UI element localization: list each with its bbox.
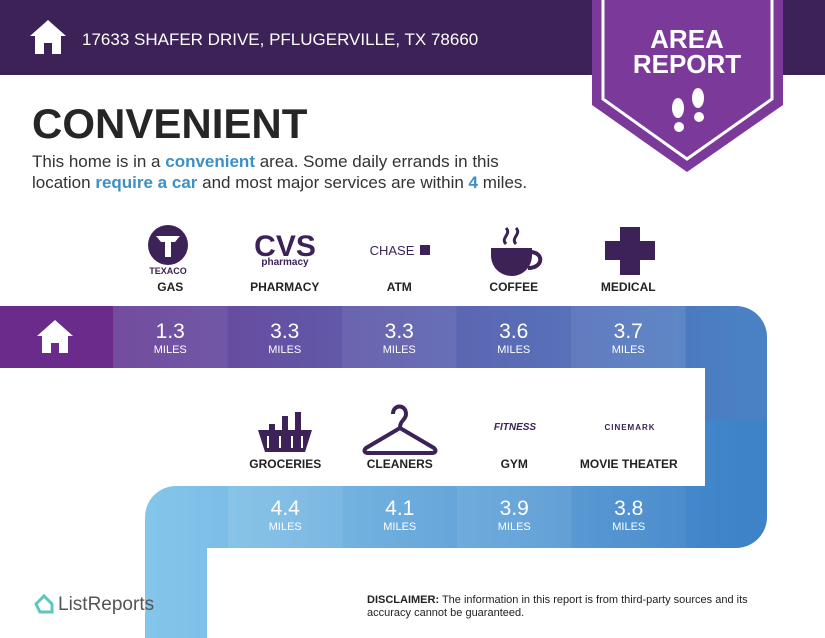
category-label: MEDICAL: [601, 280, 656, 294]
description-line: This home is in a convenient area. Some …: [32, 152, 499, 171]
texaco-logo: TEXACO: [148, 225, 188, 276]
category-label: ATM: [387, 280, 412, 294]
distance-value: 3.6: [499, 320, 528, 343]
badge: [592, 0, 783, 172]
description-segment: 4: [469, 173, 479, 192]
description-segment: and most major services are within: [197, 173, 468, 192]
home-icon: [30, 20, 66, 54]
description-segment: location: [32, 173, 95, 192]
footprints: [672, 88, 704, 132]
distance-unit: MILES: [268, 344, 301, 356]
distance-cell: [113, 306, 228, 368]
medical-icon: [605, 227, 655, 275]
brand-text: CHASE: [370, 243, 415, 258]
distance-unit: MILES: [383, 521, 416, 533]
distance-cell: [457, 486, 572, 548]
route-band: [145, 420, 767, 638]
distance-value: 3.7: [614, 320, 643, 343]
category-label: MOVIE THEATER: [580, 457, 678, 471]
description-segment: miles.: [478, 173, 527, 192]
disclaimer-label: DISCLAIMER:: [367, 594, 439, 606]
distance-unit: MILES: [498, 521, 531, 533]
category-label: GYM: [501, 457, 528, 471]
distance-value: 3.9: [500, 497, 529, 520]
logo-mark: [34, 593, 54, 614]
distance-unit: MILES: [612, 344, 645, 356]
distance-unit: MILES: [612, 521, 645, 533]
distance-value: 1.3: [156, 320, 185, 343]
route-band: [0, 306, 767, 440]
distance-value: 4.1: [385, 497, 414, 520]
badge-line: AREA: [650, 24, 724, 54]
distance-cell: [227, 306, 342, 368]
category-label: COFFEE: [489, 280, 538, 294]
distance-value: 4.4: [271, 497, 301, 520]
disclaimer: DISCLAIMER: The information in this repo…: [367, 594, 748, 606]
disclaimer-text: The information in this report is from t…: [439, 594, 748, 606]
distance-cell: [342, 306, 457, 368]
brand-text: CVS: [254, 230, 316, 263]
category-label: GAS: [157, 280, 183, 294]
headline: CONVENIENT: [32, 100, 308, 147]
distance-unit: MILES: [154, 344, 187, 356]
address: 17633 SHAFER DRIVE, PFLUGERVILLE, TX 786…: [82, 30, 478, 49]
distance-unit: MILES: [497, 344, 530, 356]
distance-unit: MILES: [383, 344, 416, 356]
distance-value: 3.8: [614, 497, 643, 520]
brand-text: FITNESS: [494, 422, 537, 433]
distance-cell: [342, 486, 457, 548]
description-segment: This home is in a: [32, 152, 165, 171]
distance-cell: [228, 486, 343, 548]
badge-border: [601, 0, 774, 161]
distance-cell: [571, 306, 686, 368]
description-segment: convenient: [165, 152, 255, 171]
home-icon: [37, 320, 73, 353]
description-segment: require a car: [95, 173, 197, 192]
hanger-icon: [362, 404, 438, 455]
groceries-icon: [258, 412, 312, 452]
brand-text: CINEMARK: [604, 423, 655, 432]
distance-cell: [571, 486, 686, 548]
disclaimer-text: accuracy cannot be guaranteed.: [367, 607, 524, 619]
coffee-icon: [491, 226, 543, 276]
footer-logo: ListReports: [58, 594, 154, 615]
distance-cell: [456, 306, 571, 368]
distance-value: 3.3: [385, 320, 414, 343]
distance-unit: MILES: [269, 521, 302, 533]
category-label: GROCERIES: [249, 457, 321, 471]
brand-text: pharmacy: [261, 257, 309, 268]
badge-line: REPORT: [633, 49, 741, 79]
distance-value: 3.3: [270, 320, 299, 343]
brand-text: TEXACO: [149, 266, 187, 276]
category-label: PHARMACY: [250, 280, 319, 294]
description-segment: area. Some daily errands in this: [255, 152, 499, 171]
category-label: CLEANERS: [367, 457, 433, 471]
description-line: location require a car and most major se…: [32, 173, 527, 192]
chase-mark: [420, 245, 430, 255]
